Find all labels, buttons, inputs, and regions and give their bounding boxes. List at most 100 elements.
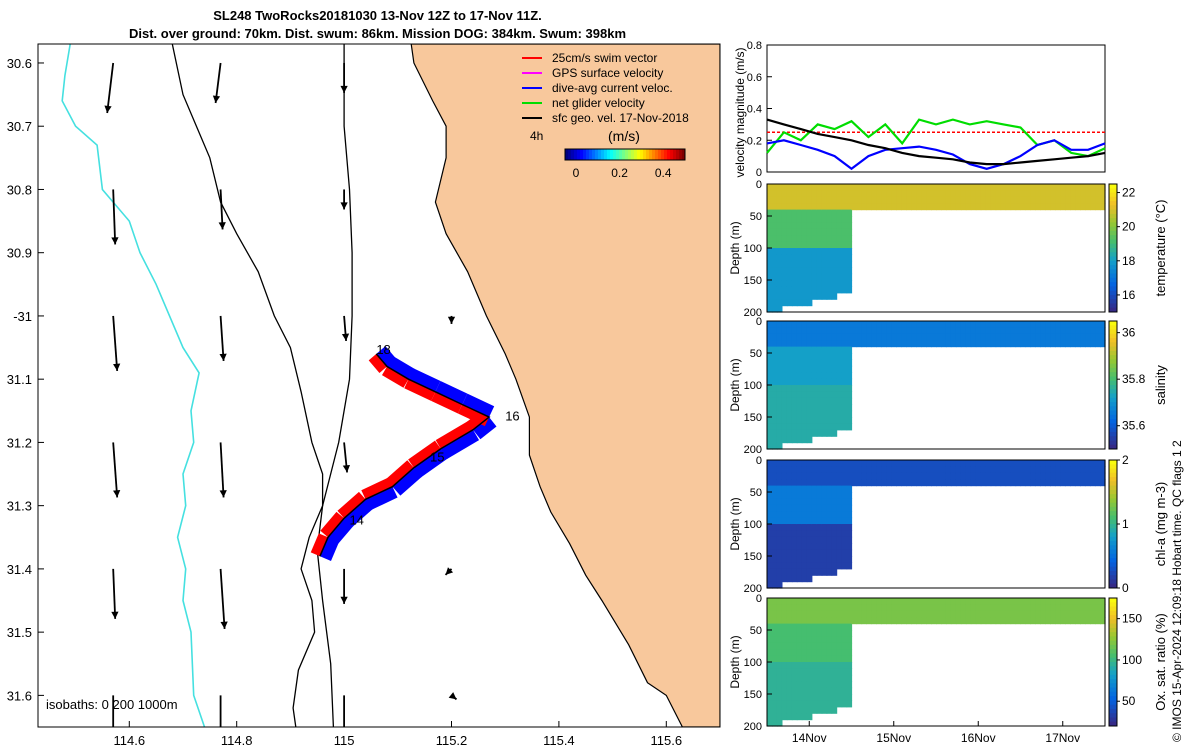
section-cell-3-9-9 [811,655,818,663]
section-cell-1-3-12 [781,397,788,405]
section-cell-0-9-6 [811,222,818,230]
section-cell-1-42-2 [975,333,982,341]
section-cell-1-12-16 [826,423,833,431]
section-cell-2-5-11 [791,530,798,538]
section-cell-0-30-0 [916,184,922,191]
section-cell-3-13-14 [831,687,838,695]
section-cell-3-31-2 [921,610,927,618]
section-cell-1-16-10 [846,385,853,392]
section-cell-0-15-10 [841,248,848,255]
section-cell-0-59-2 [1060,196,1066,204]
section-cell-2-11-2 [821,472,828,480]
section-cell-1-16-14 [846,410,853,418]
section-cell-2-6-13 [796,543,803,551]
section-cell-2-8-15 [806,556,813,563]
section-cell-2-16-13 [846,543,853,551]
section-cell-3-5-7 [791,642,798,650]
section-cell-1-55-0 [1040,321,1046,328]
section-cell-2-5-8 [791,511,798,519]
section-ylabel-1: Depth (m) [728,358,742,411]
section-cell-2-5-5 [791,492,798,499]
section-cell-0-0-0 [767,184,773,191]
colorbar-cell-10 [595,149,599,160]
section-cell-2-14-0 [836,460,843,467]
section-cell-0-54-1 [1035,190,1041,198]
section-cell-2-16-16 [846,562,853,570]
section-cell-0-37-0 [950,184,957,191]
section-cell-1-57-1 [1050,327,1056,335]
section-cell-1-60-2 [1065,333,1071,341]
section-cell-2-10-6 [816,498,823,506]
section-cell-1-5-6 [791,359,798,367]
section-cell-1-21-1 [871,327,877,335]
section-cell-0-6-2 [796,196,803,204]
section-cell-0-21-3 [871,203,877,211]
section-cell-0-41-0 [970,184,977,191]
section-cell-0-28-2 [906,196,912,204]
section-cell-3-7-10 [801,662,808,669]
section-cell-0-16-2 [846,196,853,204]
section-cell-3-25-2 [891,610,897,618]
section-cell-3-6-15 [796,694,803,701]
section-cell-3-3-9 [781,655,788,663]
section-cell-1-62-1 [1075,327,1081,335]
section-cell-1-13-9 [831,378,838,386]
section-cell-3-1-13 [772,681,778,689]
section-cell-3-0-11 [767,668,773,676]
section-cell-3-16-4 [846,623,853,631]
section-cell-0-7-16 [801,286,808,294]
section-cell-0-5-7 [791,228,798,236]
section-cell-2-6-6 [796,498,803,506]
section-cell-1-4-1 [786,327,793,335]
section-cell-0-16-8 [846,235,853,243]
section-cell-0-34-1 [936,190,942,198]
section-cell-1-1-14 [772,410,778,418]
section-cell-0-11-15 [821,280,828,287]
section-cell-3-61-2 [1070,610,1076,618]
section-cell-0-3-11 [781,254,788,262]
section-cell-3-40-1 [965,604,972,612]
section-cell-3-11-11 [821,668,828,676]
section-cell-0-58-3 [1055,203,1061,211]
section-cell-0-8-1 [806,190,813,198]
section-cell-3-53-0 [1030,598,1036,605]
section-cell-2-14-3 [836,479,843,487]
section-cell-3-8-18 [806,713,813,721]
section-cell-0-33-1 [931,190,937,198]
section-cell-2-13-12 [831,536,838,544]
section-cell-0-7-15 [801,280,808,287]
section-cell-2-11-17 [821,568,828,576]
section-cell-0-11-0 [821,184,828,191]
section-cell-1-59-3 [1060,340,1066,348]
section-cell-2-9-15 [811,556,818,563]
section-cell-1-11-14 [821,410,828,418]
section-cell-1-50-2 [1015,333,1022,341]
section-cell-2-0-10 [767,524,773,531]
section-cell-1-0-6 [767,359,773,367]
section-cell-0-60-3 [1065,203,1071,211]
section-ylabel-0: Depth (m) [728,221,742,274]
section-cell-1-15-16 [841,423,848,431]
section-colorbar-label-0: temperature (°C) [1153,200,1168,297]
section-colorbar-cell-0-6 [1109,209,1117,215]
section-colorbar-cell-1-23 [1109,419,1117,424]
section-cell-3-9-1 [811,604,818,612]
section-cell-1-48-3 [1005,340,1012,348]
section-cell-2-14-13 [836,543,843,551]
section-cell-3-2-18 [776,713,783,721]
section-cell-3-51-0 [1020,598,1027,605]
section-cell-2-30-0 [916,460,922,467]
section-cell-1-13-2 [831,333,838,341]
section-cell-1-10-1 [816,327,823,335]
section-cell-3-8-5 [806,630,813,637]
section-cell-2-6-9 [796,517,803,525]
section-cell-3-2-19 [776,719,783,727]
section-cell-2-47-2 [1000,472,1007,480]
section-cell-3-7-8 [801,649,808,657]
section-cell-0-9-1 [811,190,818,198]
section-colorbar-cell-1-18 [1109,397,1117,403]
legend-label-0: 25cm/s swim vector [552,51,657,65]
map-y-tick-label-8: 31.4 [7,562,32,577]
velocity-ylabel: velocity magnitude (m/s) [733,47,747,177]
section-cell-2-6-15 [796,556,803,563]
